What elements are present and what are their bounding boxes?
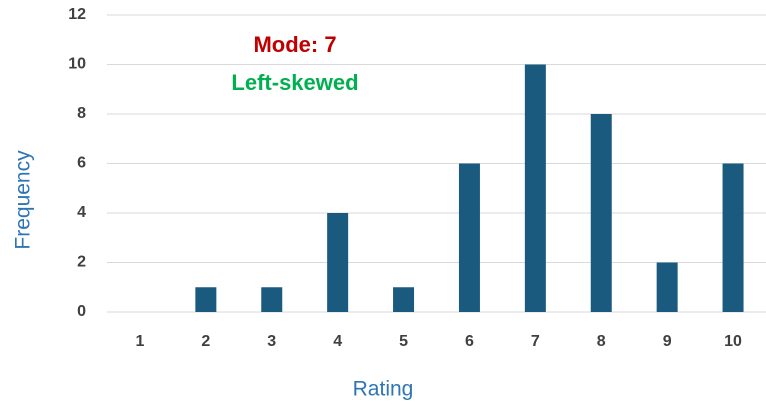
x-tick-label: 5: [399, 333, 408, 350]
y-axis-title: Frequency: [12, 150, 35, 250]
x-tick-label: 9: [663, 333, 672, 350]
y-tick-label: 6: [77, 155, 86, 172]
x-tick-label: 1: [135, 333, 144, 350]
x-tick-label: 4: [333, 333, 342, 350]
x-tick-label: 8: [597, 333, 606, 350]
y-tick-label: 2: [77, 254, 86, 271]
x-tick-label: 7: [531, 333, 540, 350]
x-tick-label: 3: [267, 333, 276, 350]
bar: [656, 262, 678, 312]
x-tick-label: 2: [201, 333, 210, 350]
annotation: Mode: 7: [253, 32, 336, 57]
y-tick-label: 4: [77, 204, 86, 221]
bar: [524, 64, 546, 312]
bar: [458, 163, 480, 312]
x-axis-title: Rating: [353, 378, 414, 401]
y-tick-label: 12: [68, 6, 86, 23]
x-tick-label: 10: [724, 333, 742, 350]
bar: [261, 287, 283, 312]
bar: [722, 163, 744, 312]
y-tick-label: 8: [77, 105, 86, 122]
bar: [393, 287, 415, 312]
bar: [327, 213, 349, 312]
bar: [590, 114, 612, 312]
x-tick-label: 6: [465, 333, 474, 350]
annotation: Left-skewed: [231, 70, 358, 95]
y-tick-label: 0: [77, 303, 86, 320]
y-tick-label: 10: [68, 56, 86, 73]
bar: [195, 287, 217, 312]
